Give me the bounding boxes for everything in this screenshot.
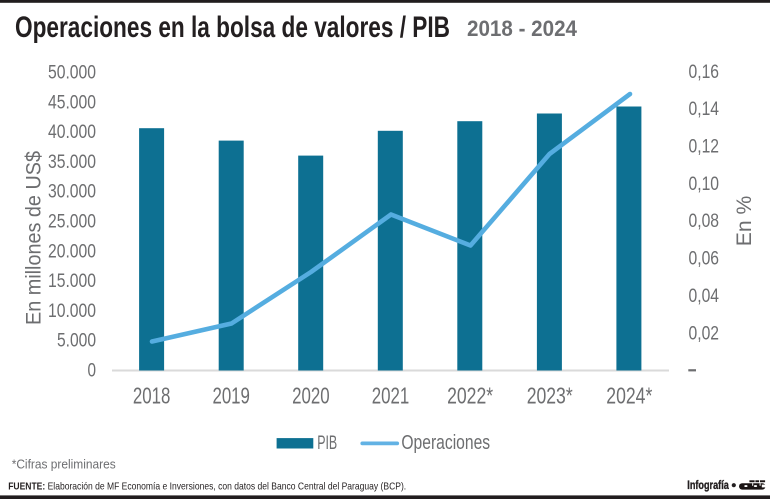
svg-text:0,04: 0,04 bbox=[689, 285, 720, 307]
svg-text:2020: 2020 bbox=[292, 382, 330, 408]
svg-text:0,08: 0,08 bbox=[689, 210, 720, 232]
svg-text:2024*: 2024* bbox=[606, 382, 652, 408]
svg-text:2018 - 2024: 2018 - 2024 bbox=[467, 16, 577, 41]
svg-text:Operaciones: Operaciones bbox=[401, 432, 490, 454]
svg-text:25.000: 25.000 bbox=[48, 211, 96, 233]
svg-text:2019: 2019 bbox=[212, 382, 250, 408]
svg-text:Operaciones en la bolsa de val: Operaciones en la bolsa de valores / PIB bbox=[15, 11, 450, 44]
svg-text:0,06: 0,06 bbox=[689, 248, 720, 270]
svg-text:50.000: 50.000 bbox=[48, 62, 96, 84]
svg-text:*Cifras preliminares: *Cifras preliminares bbox=[12, 457, 116, 472]
svg-text:35.000: 35.000 bbox=[48, 151, 96, 173]
svg-text:Infografía: Infografía bbox=[687, 480, 729, 492]
svg-text:0,02: 0,02 bbox=[689, 322, 720, 344]
svg-text:0: 0 bbox=[88, 360, 97, 382]
svg-text:2022*: 2022* bbox=[447, 382, 493, 408]
svg-text:5.000: 5.000 bbox=[57, 330, 96, 352]
svg-text:0,10: 0,10 bbox=[689, 173, 720, 195]
svg-text:0,14: 0,14 bbox=[689, 98, 720, 120]
svg-text:40.000: 40.000 bbox=[48, 121, 96, 143]
svg-text:0,16: 0,16 bbox=[689, 61, 720, 83]
svg-text:20.000: 20.000 bbox=[48, 240, 96, 262]
svg-text:2023*: 2023* bbox=[527, 382, 573, 408]
svg-text:10.000: 10.000 bbox=[48, 300, 96, 322]
svg-text:FUENTE: Elaboración de MF Econ: FUENTE: Elaboración de MF Economía e Inv… bbox=[8, 481, 406, 493]
svg-text:PIB: PIB bbox=[317, 432, 337, 454]
svg-text:En %: En % bbox=[733, 196, 756, 247]
svg-text:2018: 2018 bbox=[133, 382, 171, 408]
svg-text:15.000: 15.000 bbox=[48, 270, 96, 292]
svg-text:0,12: 0,12 bbox=[689, 136, 720, 158]
svg-text:30.000: 30.000 bbox=[48, 181, 96, 203]
svg-text:En millones de US$: En millones de US$ bbox=[23, 151, 46, 325]
svg-text:2021: 2021 bbox=[372, 382, 410, 408]
svg-text:45.000: 45.000 bbox=[48, 91, 96, 113]
